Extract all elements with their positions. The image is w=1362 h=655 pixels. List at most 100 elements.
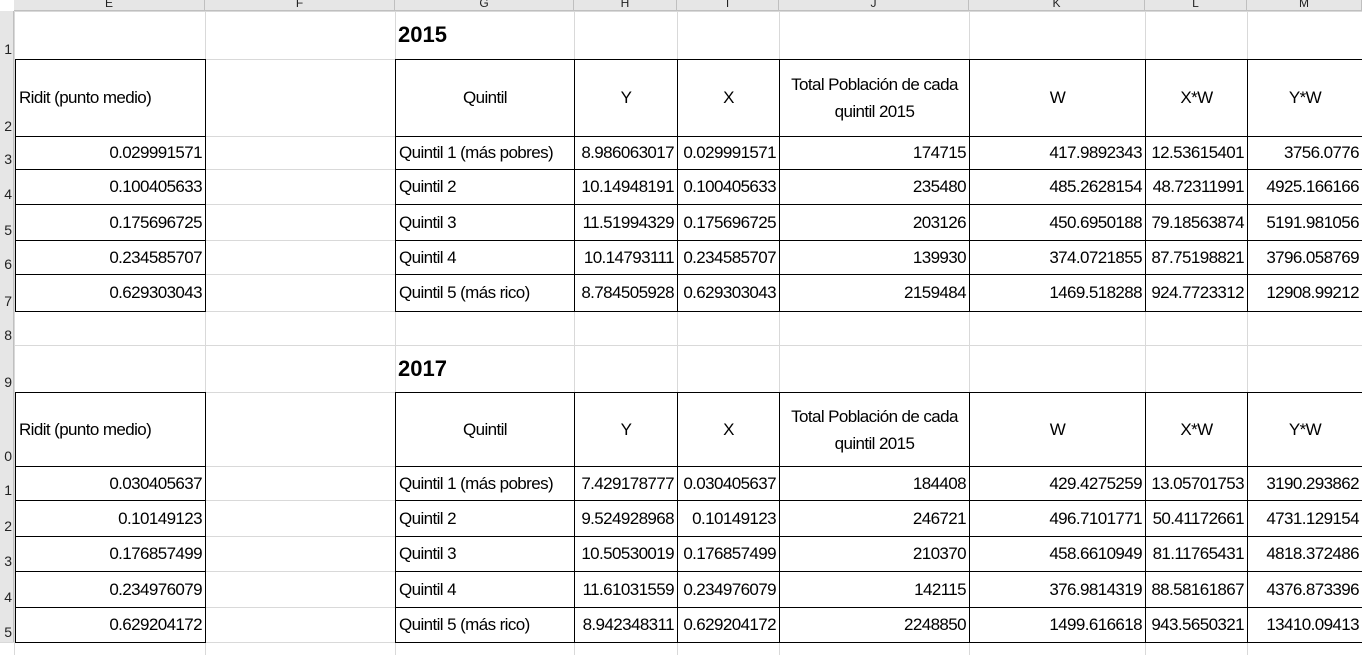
data-cell[interactable]: 0.10149123 xyxy=(677,500,780,537)
data-cell[interactable]: 11.51994329 xyxy=(574,204,678,241)
row-header[interactable]: 2 xyxy=(0,59,14,136)
data-cell[interactable]: 0.629303043 xyxy=(677,274,780,312)
row-header[interactable]: 2 xyxy=(0,500,14,536)
data-cell[interactable]: 184408 xyxy=(779,466,970,501)
data-cell[interactable]: 943.5650321 xyxy=(1145,607,1248,643)
header-cell[interactable]: X*W xyxy=(1145,392,1248,467)
data-cell[interactable]: 79.18563874 xyxy=(1145,204,1248,241)
data-cell[interactable]: 5191.981056 xyxy=(1247,204,1362,241)
data-cell[interactable]: 11.61031559 xyxy=(574,571,678,608)
row-header[interactable]: 3 xyxy=(0,536,14,571)
quintil-label-cell[interactable]: Quintil 5 (más rico) xyxy=(395,274,575,312)
row-header[interactable]: 5 xyxy=(0,607,14,642)
ridit-value-cell[interactable]: 0.030405637 xyxy=(15,466,206,501)
data-cell[interactable]: 8.986063017 xyxy=(574,136,678,170)
data-cell[interactable]: 374.0721855 xyxy=(969,240,1146,275)
data-cell[interactable]: 417.9892343 xyxy=(969,136,1146,170)
data-cell[interactable]: 0.234976079 xyxy=(677,571,780,608)
row-header[interactable]: 3 xyxy=(0,136,14,169)
data-cell[interactable]: 429.4275259 xyxy=(969,466,1146,501)
data-cell[interactable]: 4818.372486 xyxy=(1247,536,1362,572)
data-cell[interactable]: 4925.166166 xyxy=(1247,169,1362,205)
header-cell[interactable]: Y xyxy=(574,392,678,467)
row-header[interactable]: 5 xyxy=(0,204,14,240)
column-header-g[interactable]: G xyxy=(395,0,574,11)
data-cell[interactable]: 1469.518288 xyxy=(969,274,1146,312)
ridit-header-cell[interactable]: Ridit (punto medio) xyxy=(15,59,206,137)
data-cell[interactable]: 3796.058769 xyxy=(1247,240,1362,275)
data-cell[interactable]: 235480 xyxy=(779,169,970,205)
row-header[interactable]: 1 xyxy=(0,466,14,500)
ridit-value-cell[interactable]: 0.029991571 xyxy=(15,136,206,170)
data-cell[interactable]: 0.234585707 xyxy=(677,240,780,275)
data-cell[interactable]: 174715 xyxy=(779,136,970,170)
ridit-value-cell[interactable]: 0.234585707 xyxy=(15,240,206,275)
data-cell[interactable]: 12908.99212 xyxy=(1247,274,1362,312)
header-cell[interactable]: X*W xyxy=(1145,59,1248,137)
data-cell[interactable]: 2159484 xyxy=(779,274,970,312)
data-cell[interactable]: 50.41172661 xyxy=(1145,500,1248,537)
row-header[interactable]: 6 xyxy=(0,240,14,274)
data-cell[interactable]: 12.53615401 xyxy=(1145,136,1248,170)
quintil-label-cell[interactable]: Quintil 4 xyxy=(395,240,575,275)
column-header-e[interactable]: E xyxy=(14,0,205,11)
data-cell[interactable]: 0.029991571 xyxy=(677,136,780,170)
quintil-label-cell[interactable]: Quintil 1 (más pobres) xyxy=(395,136,575,170)
data-cell[interactable]: 48.72311991 xyxy=(1145,169,1248,205)
column-header-j[interactable]: J xyxy=(779,0,969,11)
column-header-k[interactable]: K xyxy=(969,0,1145,11)
header-cell[interactable]: W xyxy=(969,59,1146,137)
row-header[interactable]: 8 xyxy=(0,311,14,345)
data-cell[interactable]: 142115 xyxy=(779,571,970,608)
column-header-h[interactable]: H xyxy=(574,0,677,11)
quintil-label-cell[interactable]: Quintil 4 xyxy=(395,571,575,608)
data-cell[interactable]: 139930 xyxy=(779,240,970,275)
data-cell[interactable]: 7.429178777 xyxy=(574,466,678,501)
data-cell[interactable]: 0.100405633 xyxy=(677,169,780,205)
ridit-value-cell[interactable]: 0.100405633 xyxy=(15,169,206,205)
data-cell[interactable]: 3756.0776 xyxy=(1247,136,1362,170)
quintil-label-cell[interactable]: Quintil 1 (más pobres) xyxy=(395,466,575,501)
data-cell[interactable]: 485.2628154 xyxy=(969,169,1146,205)
column-header-f[interactable]: F xyxy=(205,0,395,11)
data-cell[interactable]: 10.14793111 xyxy=(574,240,678,275)
ridit-value-cell[interactable]: 0.629303043 xyxy=(15,274,206,312)
data-cell[interactable]: 3190.293862 xyxy=(1247,466,1362,501)
data-cell[interactable]: 9.524928968 xyxy=(574,500,678,537)
data-cell[interactable]: 10.50530019 xyxy=(574,536,678,572)
data-cell[interactable]: 450.6950188 xyxy=(969,204,1146,241)
header-cell[interactable]: Total Población de cada quintil 2015 xyxy=(779,59,970,137)
quintil-label-cell[interactable]: Quintil 5 (más rico) xyxy=(395,607,575,643)
row-header[interactable]: 9 xyxy=(0,345,14,392)
ridit-value-cell[interactable]: 0.629204172 xyxy=(15,607,206,643)
data-cell[interactable]: 87.75198821 xyxy=(1145,240,1248,275)
data-cell[interactable]: 210370 xyxy=(779,536,970,572)
data-cell[interactable]: 8.784505928 xyxy=(574,274,678,312)
header-cell[interactable]: Y xyxy=(574,59,678,137)
header-cell[interactable]: Quintil xyxy=(395,392,575,467)
data-cell[interactable]: 458.6610949 xyxy=(969,536,1146,572)
data-cell[interactable]: 0.030405637 xyxy=(677,466,780,501)
data-cell[interactable]: 13.05701753 xyxy=(1145,466,1248,501)
ridit-value-cell[interactable]: 0.176857499 xyxy=(15,536,206,572)
data-cell[interactable]: 81.11765431 xyxy=(1145,536,1248,572)
data-cell[interactable]: 10.14948191 xyxy=(574,169,678,205)
row-header[interactable]: 4 xyxy=(0,571,14,607)
ridit-value-cell[interactable]: 0.10149123 xyxy=(15,500,206,537)
ridit-value-cell[interactable]: 0.234976079 xyxy=(15,571,206,608)
data-cell[interactable]: 246721 xyxy=(779,500,970,537)
data-cell[interactable]: 924.7723312 xyxy=(1145,274,1248,312)
data-cell[interactable]: 376.9814319 xyxy=(969,571,1146,608)
data-cell[interactable]: 13410.09413 xyxy=(1247,607,1362,643)
data-cell[interactable]: 8.942348311 xyxy=(574,607,678,643)
quintil-label-cell[interactable]: Quintil 3 xyxy=(395,536,575,572)
row-header[interactable]: 0 xyxy=(0,392,14,466)
column-header-m[interactable]: M xyxy=(1247,0,1362,11)
data-cell[interactable]: 0.175696725 xyxy=(677,204,780,241)
data-cell[interactable]: 0.176857499 xyxy=(677,536,780,572)
data-cell[interactable]: 0.629204172 xyxy=(677,607,780,643)
quintil-label-cell[interactable]: Quintil 2 xyxy=(395,500,575,537)
column-header-i[interactable]: I xyxy=(677,0,779,11)
ridit-header-cell[interactable]: Ridit (punto medio) xyxy=(15,392,206,467)
